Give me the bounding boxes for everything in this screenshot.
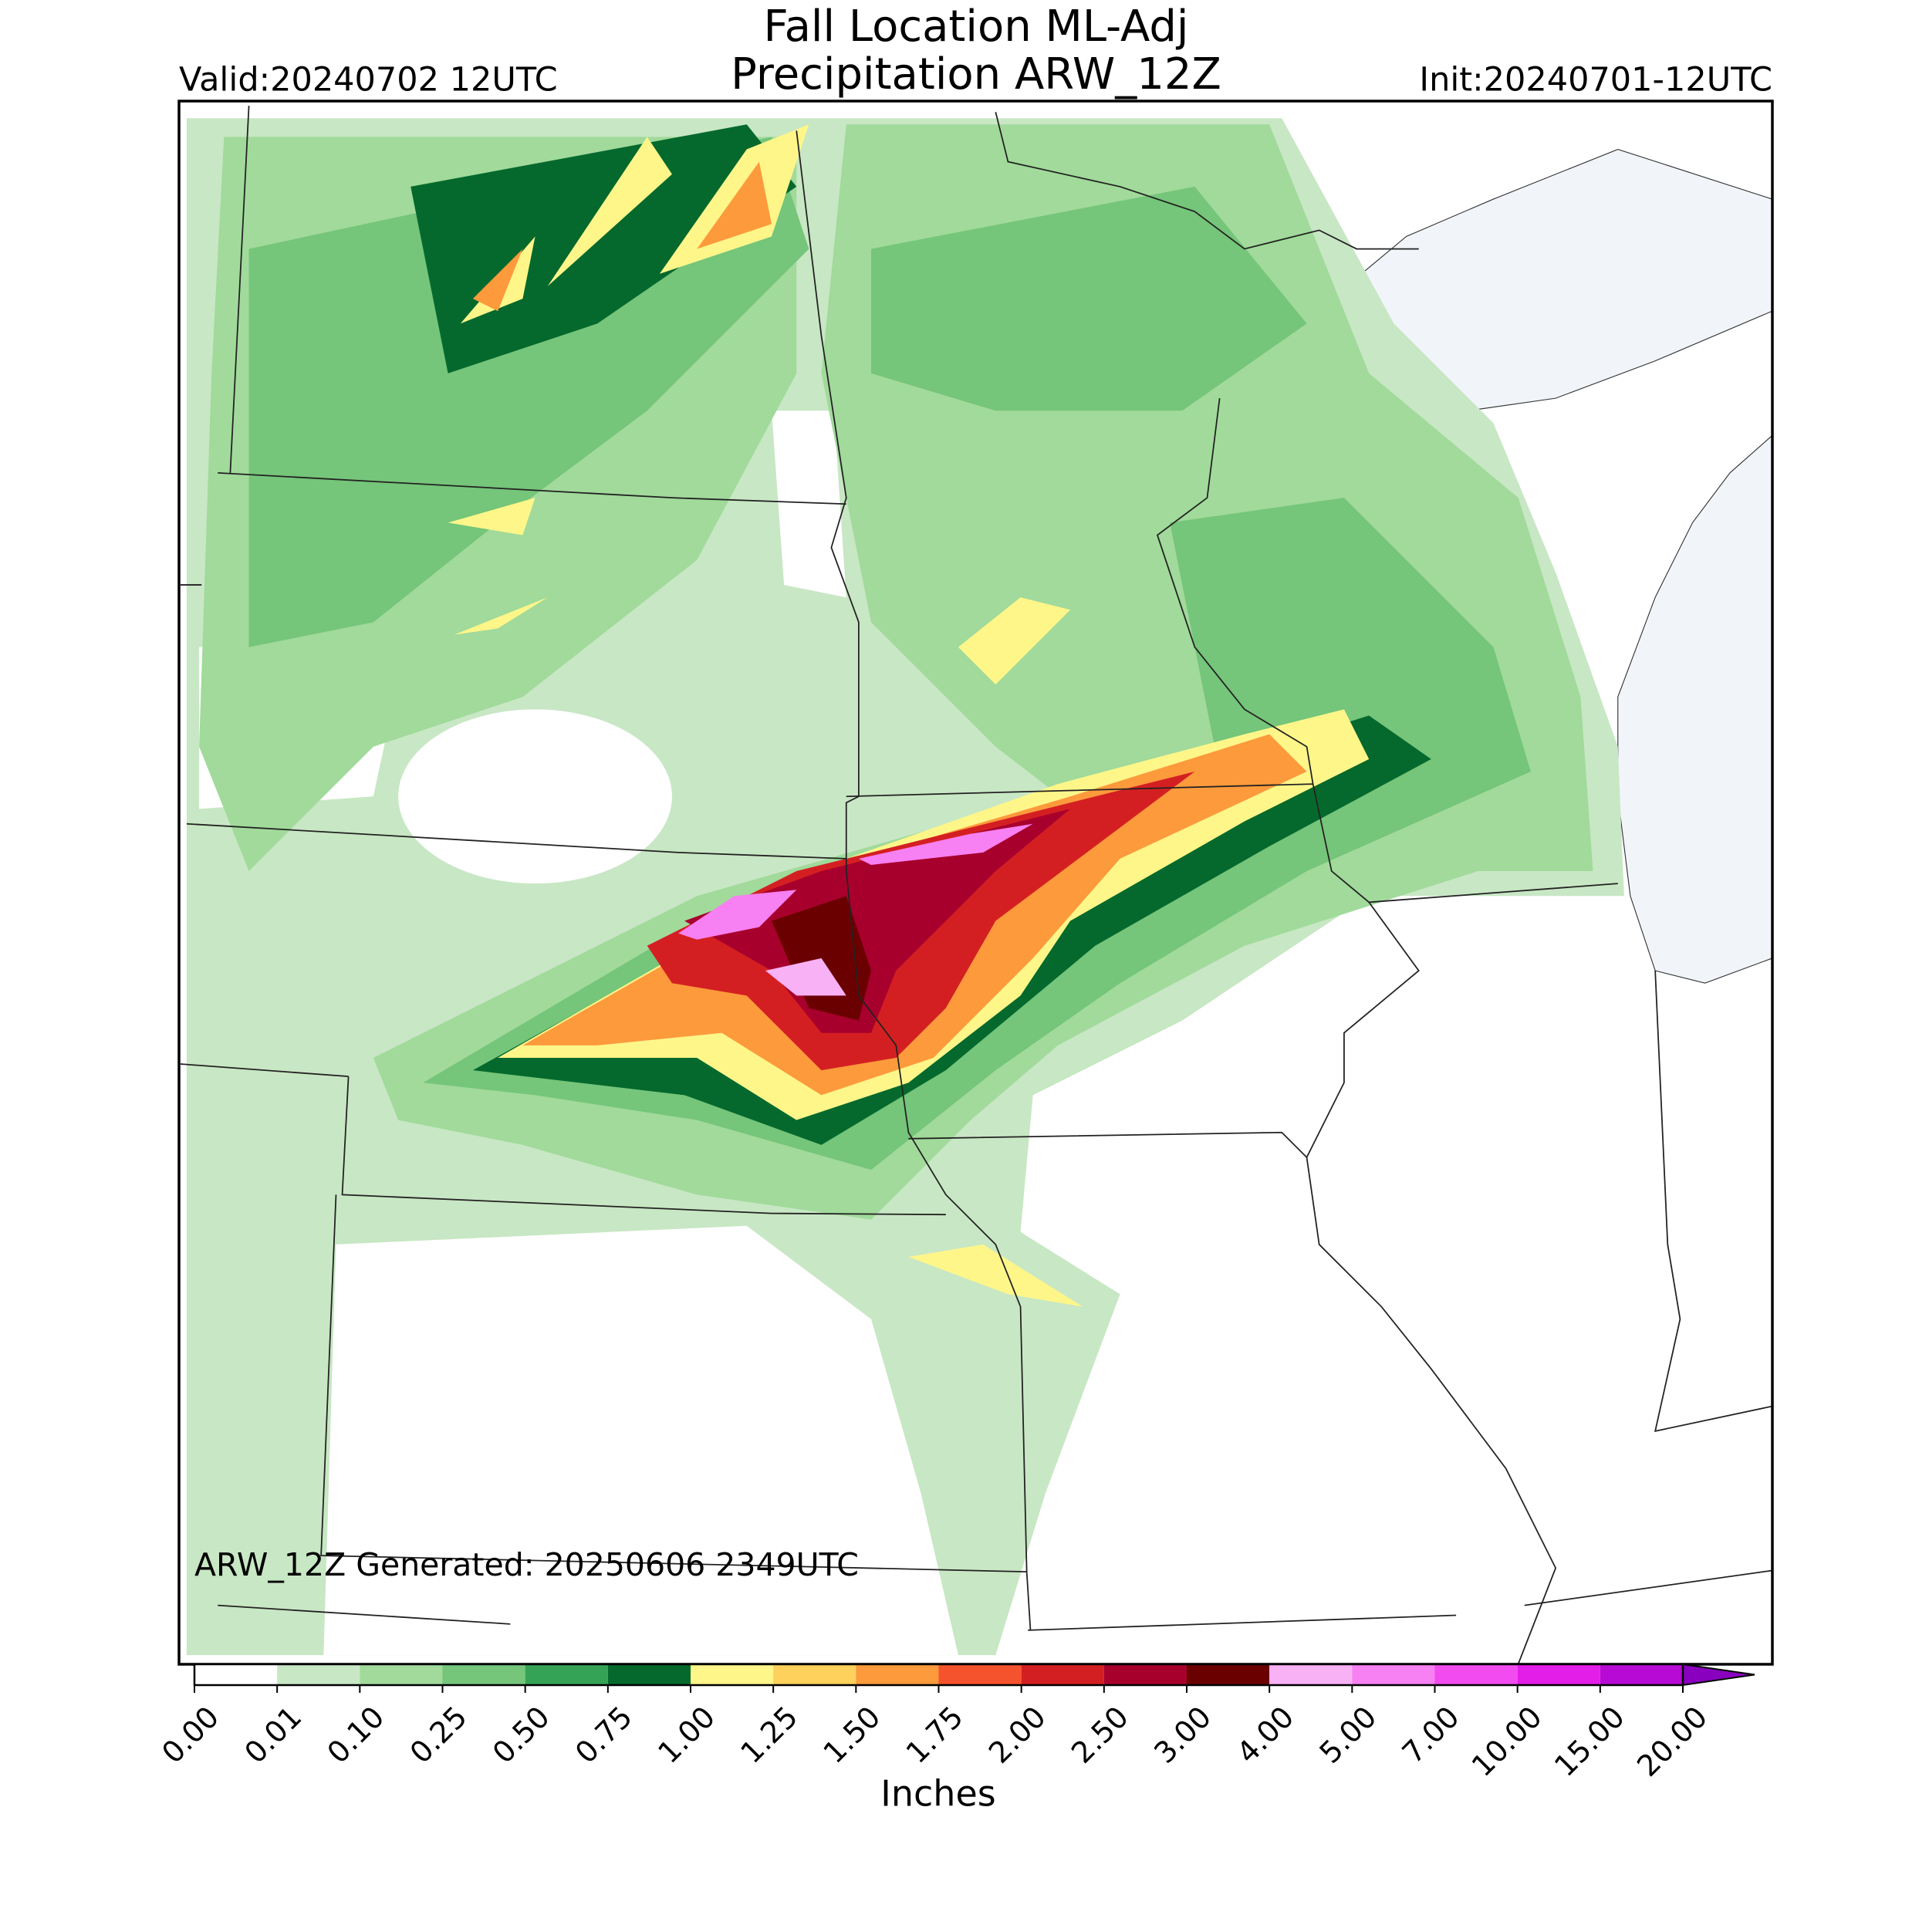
- colorbar-box: [1103, 1664, 1187, 1685]
- precip-none: [398, 709, 672, 884]
- colorbar-box: [938, 1664, 1022, 1685]
- valid-time: Valid:20240702 12UTC: [179, 61, 558, 100]
- colorbar-tick-label: 0.50: [486, 1700, 556, 1770]
- state-border: [180, 472, 1772, 1631]
- colorbar-box: [773, 1664, 856, 1685]
- colorbar-box: [1269, 1664, 1353, 1685]
- colorbar-box: [607, 1664, 691, 1685]
- colorbar-tick-label: 0.25: [404, 1700, 474, 1770]
- precip-none: [323, 1225, 958, 1656]
- colorbar-tick-label: 7.00: [1396, 1700, 1466, 1770]
- lake-michigan: [1617, 434, 1772, 984]
- colorbar-tick-label: 0.01: [238, 1700, 308, 1770]
- colorbar-box: [277, 1664, 360, 1685]
- colorbar-extension: [1682, 1663, 1755, 1687]
- colorbar-box: [856, 1664, 939, 1685]
- init-time: Init:20240701-12UTC: [1419, 61, 1772, 100]
- colorbar-box: [442, 1664, 525, 1685]
- colorbar-box: [1352, 1664, 1435, 1685]
- colorbar-tick-label: 0.75: [569, 1700, 639, 1770]
- colorbar-tick-label: 10.00: [1465, 1700, 1549, 1783]
- precip-green: [871, 186, 1307, 411]
- colorbar-box: [1517, 1664, 1600, 1685]
- colorbar-tick-label: 15.00: [1548, 1700, 1631, 1783]
- colorbar-tick-label: 0.00: [155, 1700, 225, 1770]
- colorbar-tick-label: 4.00: [1230, 1700, 1300, 1770]
- colorbar-box: [691, 1664, 774, 1685]
- colorbar-tick-label: 20.00: [1630, 1700, 1714, 1783]
- colorbar-box: [1600, 1664, 1683, 1685]
- colorbar-tick-label: 1.50: [817, 1700, 887, 1770]
- colorbar-tick-label: 1.75: [900, 1700, 970, 1770]
- colorbar-box: [1021, 1664, 1104, 1685]
- state-border: [229, 106, 1772, 1432]
- colorbar-tick-label: 5.00: [1313, 1700, 1383, 1770]
- subtitle: Precipitation ARW_12Z: [731, 49, 1221, 100]
- precip-pink: [765, 958, 846, 996]
- colorbar-tick-label: 3.00: [1147, 1700, 1218, 1770]
- state-border: [846, 783, 1618, 1664]
- colorbar-box: [1434, 1664, 1518, 1685]
- colorbar-tick-label: 2.50: [1065, 1700, 1135, 1770]
- colorbar-tick-label: 1.00: [651, 1700, 721, 1770]
- precip-orange: [472, 161, 1307, 1096]
- state-border: [796, 130, 1032, 1630]
- colorbar-tick-label: 2.00: [982, 1700, 1052, 1770]
- colorbar-box: [1187, 1664, 1270, 1685]
- colorbar-box: [360, 1664, 443, 1685]
- precip-none: [771, 410, 846, 598]
- colorbar-box: [525, 1664, 608, 1685]
- colorbar: 0.00 0.01 0.10 0.25 0.50 0.75 1.00 1.25 1.50 1.75…: [155, 1663, 1755, 1783]
- precip-darkgreen: [410, 124, 797, 373]
- map: [180, 106, 1772, 1664]
- footnote: ARW_12Z Generated: 20250606 2349UTC: [194, 1546, 859, 1583]
- map-layers: [180, 106, 1772, 1664]
- colorbar-tick-label: 1.25: [734, 1700, 804, 1770]
- colorbar-box: [194, 1664, 278, 1685]
- title: Fall Location ML-Adj: [764, 2, 1189, 52]
- precip-pink: [678, 823, 1033, 940]
- colorbar-tick-label: 0.10: [321, 1700, 391, 1770]
- colorbar-label: Inches: [880, 1773, 995, 1815]
